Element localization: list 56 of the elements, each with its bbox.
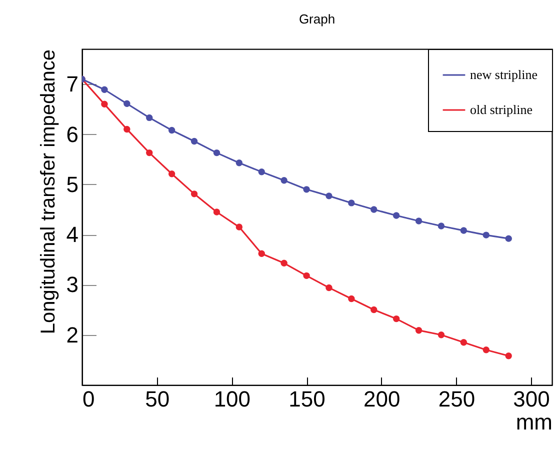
point	[482, 232, 490, 238]
y-tick-label: 6	[66, 122, 78, 147]
x-tick-label: 50	[145, 386, 170, 412]
point	[236, 159, 243, 166]
point	[415, 326, 422, 334]
y-tick-label: 7	[66, 72, 78, 97]
point	[326, 192, 332, 200]
point	[236, 224, 243, 230]
point	[370, 206, 378, 213]
point	[146, 149, 153, 156]
point	[146, 114, 153, 122]
point	[124, 100, 130, 108]
point	[392, 212, 400, 219]
y-tick-label: 4	[66, 222, 78, 248]
y-tick-label: 2	[66, 322, 78, 348]
point	[190, 190, 198, 198]
x-tick-label: 0	[82, 386, 95, 412]
x-tick-label: 300	[513, 386, 550, 412]
point	[326, 284, 332, 292]
y-tick-label: 5	[66, 172, 78, 197]
point	[258, 168, 265, 176]
point	[213, 208, 220, 216]
point	[505, 352, 512, 360]
point	[280, 177, 288, 184]
point	[348, 295, 355, 302]
point	[392, 315, 400, 322]
point	[460, 339, 468, 346]
point	[438, 222, 445, 230]
point	[505, 235, 512, 242]
legend-label: new stripline	[470, 67, 538, 82]
point	[303, 186, 310, 193]
point	[101, 100, 108, 108]
point	[348, 200, 355, 206]
x-axis-title: mm	[516, 410, 552, 434]
x-tick-label: 150	[288, 386, 326, 412]
y-axis-title: Longitudinal transfer impedance	[37, 50, 60, 334]
x-tick-label: 200	[364, 386, 400, 412]
point	[124, 126, 130, 133]
point	[168, 126, 176, 134]
x-tick-label: 250	[438, 386, 476, 412]
point	[415, 218, 422, 224]
point	[101, 86, 108, 93]
point	[370, 306, 378, 314]
y-tick-label: 3	[66, 272, 78, 298]
point	[258, 250, 265, 257]
point	[190, 138, 198, 145]
point	[280, 260, 288, 266]
point	[168, 170, 176, 178]
point	[213, 149, 220, 156]
point	[460, 227, 468, 234]
chart-title: Graph	[298, 12, 336, 26]
point	[482, 346, 490, 354]
point	[438, 332, 445, 338]
legend-label: old stripline	[470, 102, 533, 117]
x-tick-label: 100	[214, 386, 251, 412]
point	[303, 272, 310, 280]
